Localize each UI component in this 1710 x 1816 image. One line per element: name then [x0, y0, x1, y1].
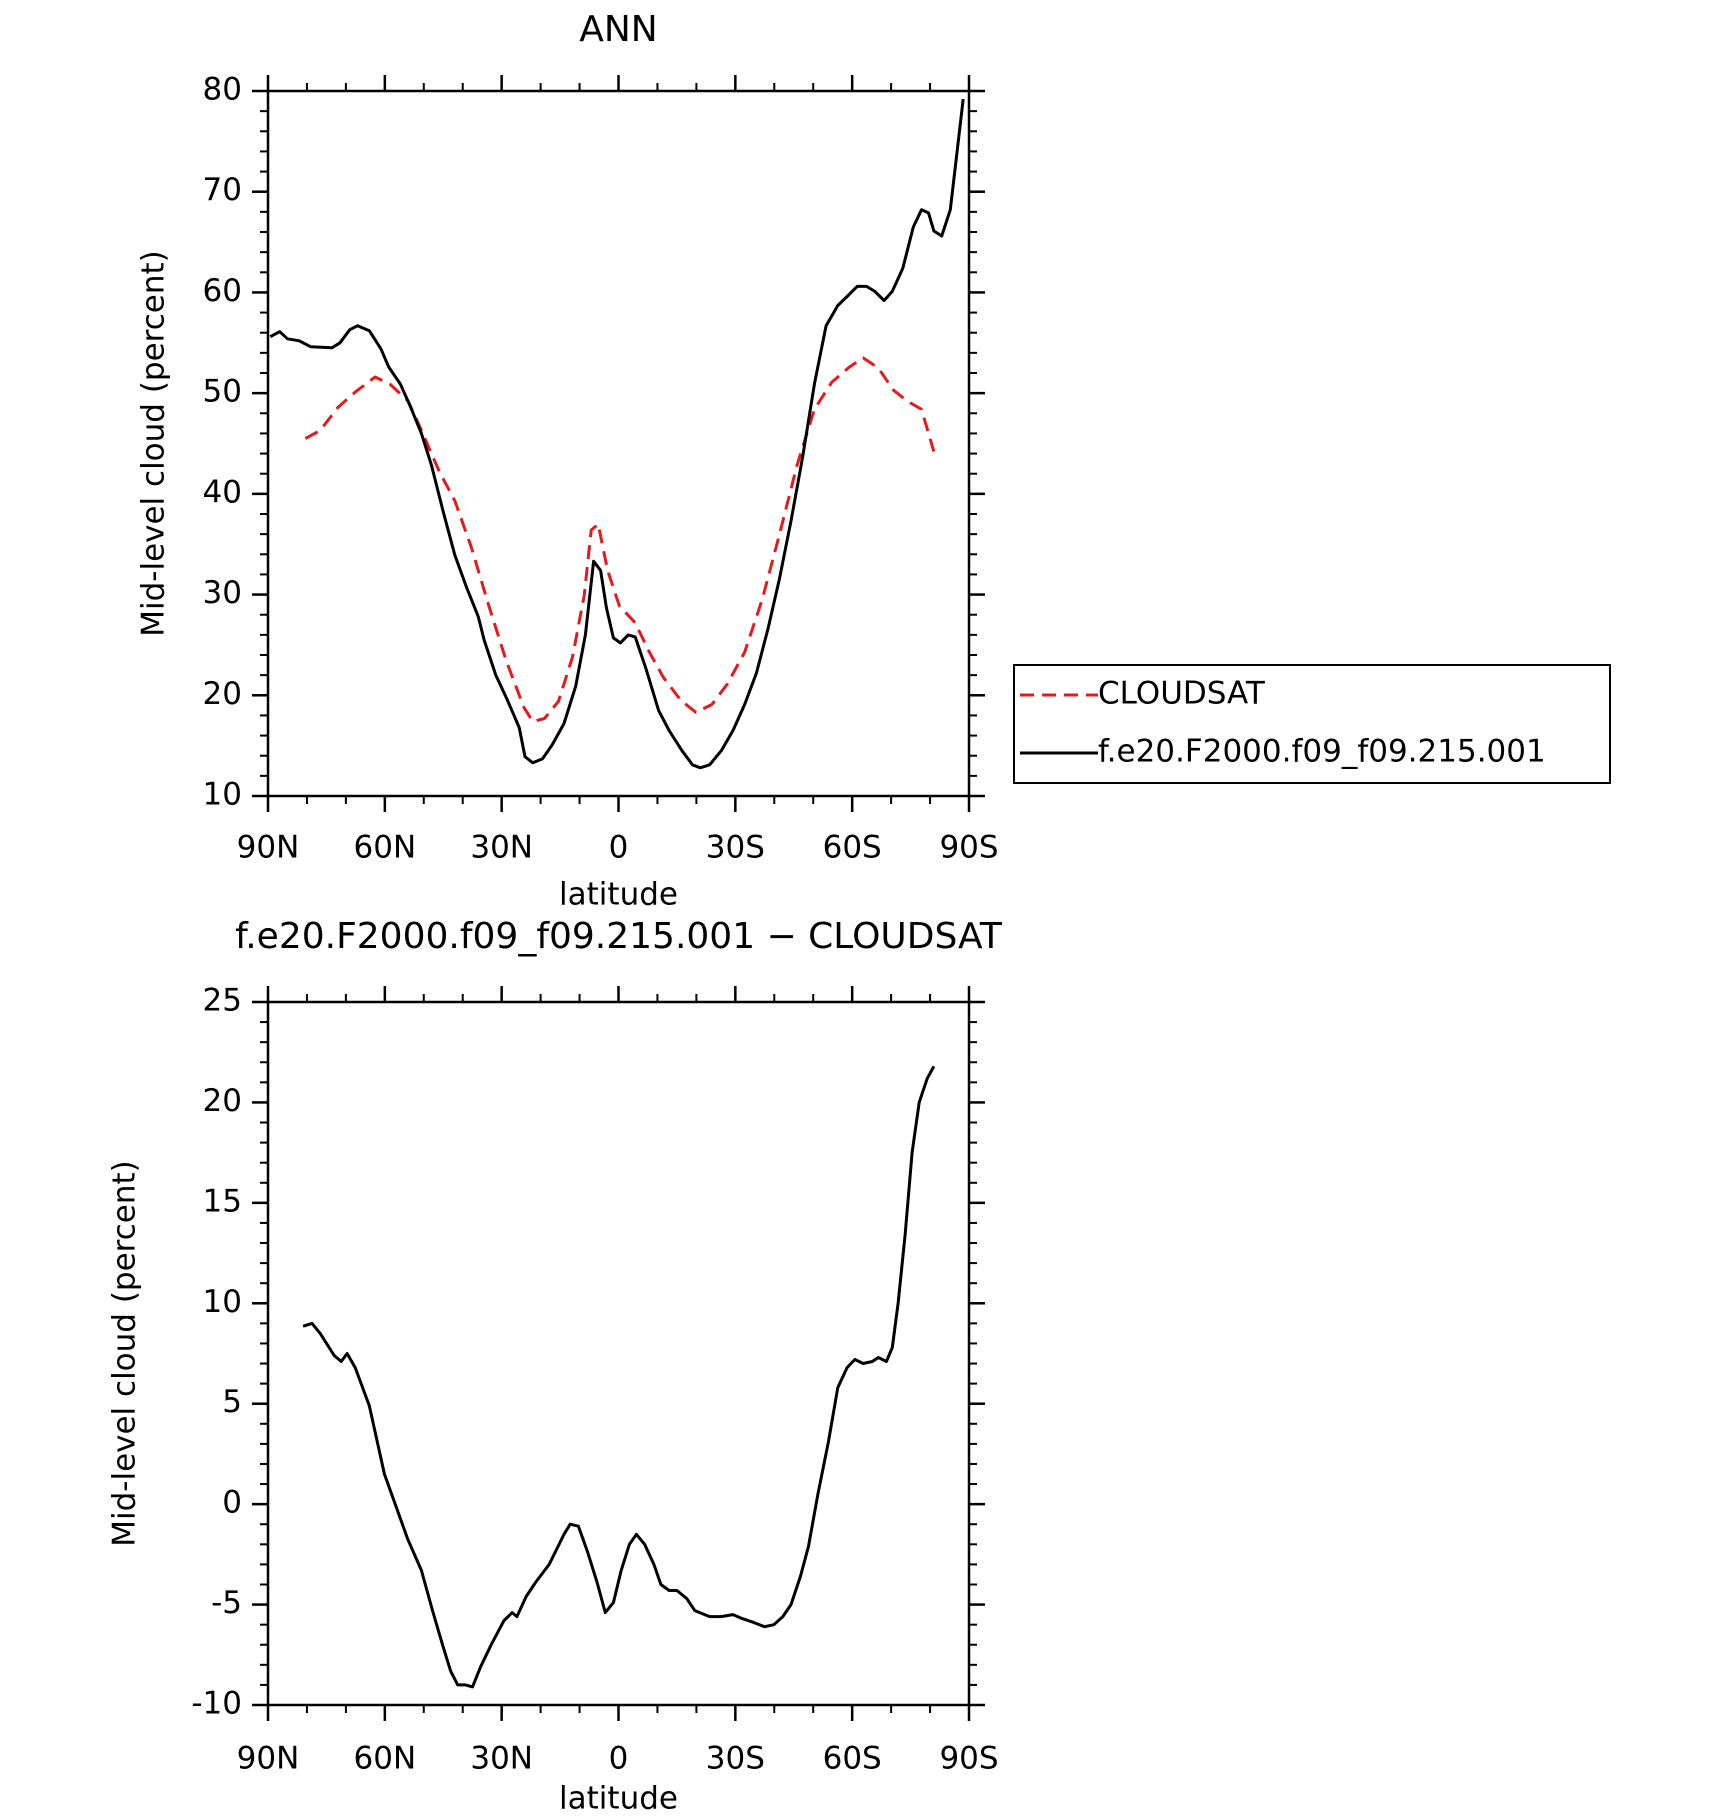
- legend-box: [1013, 664, 1611, 784]
- chart-title: f.e20.F2000.f09_f09.215.001 − CLOUDSAT: [235, 916, 1003, 957]
- x-tick-label: 90N: [237, 1741, 300, 1777]
- legend-label: CLOUDSAT: [1098, 676, 1266, 712]
- x-tick-label: 90S: [939, 1741, 998, 1777]
- y-tick-label: -10: [191, 1686, 242, 1722]
- y-tick-label: -5: [211, 1585, 242, 1621]
- y-tick-label: 20: [203, 1083, 242, 1119]
- y-axis-label: Mid-level cloud (percent): [107, 1160, 143, 1547]
- x-tick-label: 30N: [470, 830, 533, 866]
- y-tick-label: 30: [203, 575, 242, 611]
- y-tick-label: 0: [222, 1485, 242, 1521]
- x-axis-label: latitude: [559, 1781, 678, 1816]
- x-tick-label: 60N: [354, 830, 417, 866]
- x-tick-label: 30N: [470, 1741, 533, 1777]
- y-tick-label: 70: [203, 172, 242, 208]
- y-tick-label: 10: [203, 777, 242, 813]
- y-tick-label: 5: [222, 1384, 242, 1420]
- y-tick-label: 40: [203, 474, 242, 510]
- x-tick-label: 90N: [237, 830, 300, 866]
- y-tick-label: 60: [203, 273, 242, 309]
- x-axis-label: latitude: [559, 877, 678, 913]
- y-tick-label: 80: [203, 72, 242, 108]
- y-tick-label: 10: [203, 1284, 242, 1320]
- series-line: [302, 1065, 936, 1689]
- legend-label: f.e20.F2000.f09_f09.215.001: [1098, 734, 1546, 770]
- y-tick-label: 15: [203, 1183, 242, 1219]
- plot-frame: [266, 89, 971, 798]
- y-tick-label: 25: [203, 983, 242, 1019]
- x-tick-label: 90S: [939, 830, 998, 866]
- series-line: [269, 98, 965, 770]
- x-tick-label: 60S: [823, 830, 882, 866]
- y-tick-label: 20: [203, 676, 242, 712]
- x-tick-label: 60S: [823, 1741, 882, 1777]
- x-tick-label: 60N: [354, 1741, 417, 1777]
- x-tick-label: 30S: [706, 830, 765, 866]
- x-tick-label: 0: [609, 1741, 629, 1777]
- y-tick-label: 50: [203, 374, 242, 410]
- series-line: [304, 356, 936, 723]
- y-axis-label: Mid-level cloud (percent): [136, 250, 172, 637]
- plot-frame: [266, 1000, 971, 1707]
- x-tick-label: 0: [609, 830, 629, 866]
- x-tick-label: 30S: [706, 1741, 765, 1777]
- chart-title: ANN: [579, 9, 658, 50]
